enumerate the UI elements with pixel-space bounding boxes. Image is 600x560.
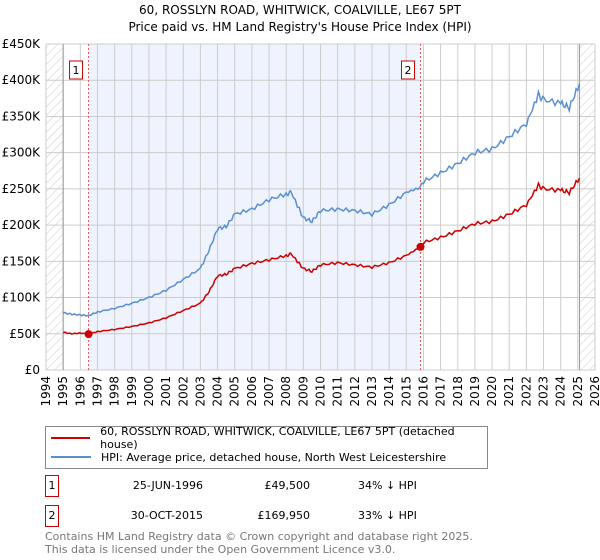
x-tick-label: 2004 [211,376,225,407]
shaded-ownership-region [88,44,421,370]
x-tick-label: 2025 [571,376,585,407]
x-tick-label: 1997 [90,376,104,407]
y-tick-label: £50K [9,327,41,341]
x-tick-label: 2020 [485,376,499,407]
sale-label: 2 [405,64,412,77]
footer: Contains HM Land Registry data © Crown c… [45,530,473,556]
legend-red-line [51,437,91,439]
x-tick-label: 2016 [416,376,430,407]
x-tick-label: 2012 [348,376,362,407]
transaction-date: 30-OCT-2015 [130,509,203,522]
x-tick-label: 2015 [399,376,413,407]
footer-licence: This data is licensed under the Open Gov… [45,543,396,556]
y-tick-label: £150K [2,254,42,268]
x-tick-label: 2022 [519,376,533,407]
x-tick-label: 2007 [262,376,276,407]
x-tick-label: 2021 [502,376,516,407]
transaction-row: 2 30-OCT-2015 £169,950 33% ↓ HPI [45,505,445,527]
x-tick-label: 2019 [468,376,482,407]
transaction-marker: 1 [45,475,59,497]
hpi-line [62,83,581,317]
x-tick-label: 2003 [193,376,207,407]
y-tick-label: £400K [2,73,42,87]
x-tick-label: 2002 [176,376,190,407]
sale-label-box [401,60,416,80]
y-tick-label: £0 [25,363,40,377]
x-tick-label: 2013 [365,376,379,407]
x-tick-label: 1999 [125,376,139,407]
transaction-date: 25-JUN-1996 [132,479,203,492]
x-tick-label: 2026 [588,376,600,407]
x-tick-label: 1998 [108,376,122,407]
transaction-row: 1 25-JUN-1996 £49,500 34% ↓ HPI [45,475,445,497]
transaction-price: £49,500 [264,479,311,492]
sale-point [84,330,93,339]
price-chart: 1994 1995 1996 1997 1998 1999 2000 2001 2002 2003… [2,37,600,407]
y-tick-label: £200K [2,218,42,232]
x-tick-label: 2010 [314,376,328,407]
y-tick-label: £300K [2,146,42,160]
transaction-price: £169,950 [257,509,311,522]
x-tick-label: 2000 [142,376,156,407]
x-tick-label: 2008 [279,376,293,407]
legend-hpi: HPI: Average price, detached house, Nort… [101,450,447,464]
x-tick-label: 2006 [245,376,259,407]
sale-point [416,242,425,251]
x-tick-label: 2018 [451,376,465,407]
x-tick-label: 2009 [296,376,310,407]
y-tick-label: £450K [2,37,42,51]
sale-label: 1 [73,64,80,77]
x-tick-label: 1995 [56,376,70,407]
y-tick-label: £100K [2,291,42,305]
legend-property: 60, ROSSLYN ROAD, WHITWICK, COALVILLE, L… [100,425,455,451]
chart-subtitle: Price paid vs. HM Land Registry's House … [128,20,472,34]
footer-copyright: Contains HM Land Registry data © Crown c… [45,530,473,543]
x-tick-label: 2001 [159,376,173,407]
x-tick-label: 1994 [39,376,53,407]
sale-label-box [69,60,84,80]
legend-blue-line [51,456,91,458]
legend: 60, ROSSLYN ROAD, WHITWICK, COALVILLE, L… [45,425,488,469]
x-tick-label: 2011 [331,376,345,407]
chart-title: 60, ROSSLYN ROAD, WHITWICK, COALVILLE, L… [139,3,461,17]
x-tick-label: 1996 [73,376,87,407]
x-tick-label: 2017 [434,376,448,407]
property-price-line [62,177,581,335]
transaction-hpi: 33% ↓ HPI [358,509,417,522]
transaction-marker: 2 [45,505,59,527]
hatch-right [579,44,595,370]
y-tick-label: £250K [2,182,42,196]
x-tick-label: 2005 [228,376,242,407]
x-tick-label: 2014 [382,376,396,407]
transaction-hpi: 34% ↓ HPI [358,479,417,492]
y-tick-label: £350K [2,109,42,123]
hatch-left [46,44,64,370]
x-tick-label: 2024 [554,376,568,407]
x-tick-label: 2023 [537,376,551,407]
